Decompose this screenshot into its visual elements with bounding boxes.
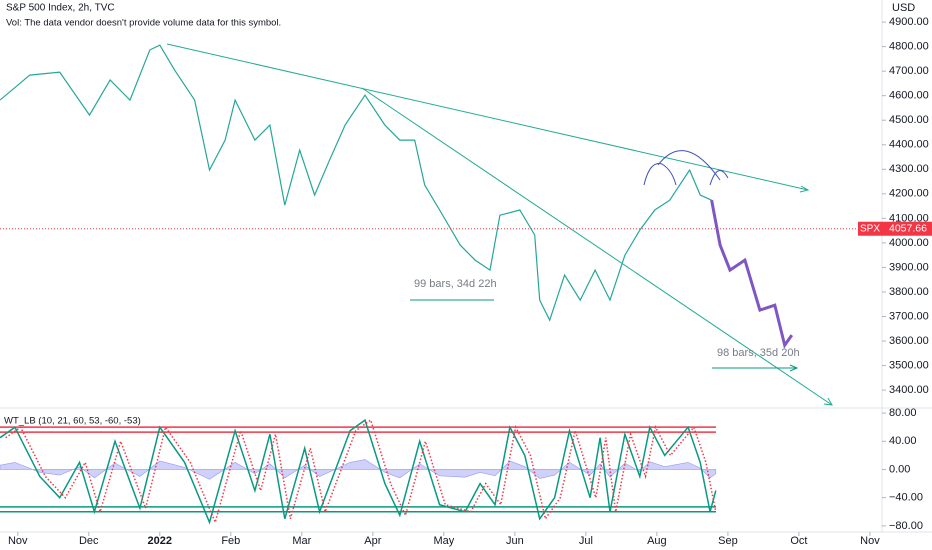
y-tick-label: 4600.00 [889,90,929,102]
volume-note: Vol: The data vendor doesn't provide vol… [6,18,281,29]
x-tick-label: Nov [860,535,880,547]
y-tick-label: 3700.00 [889,310,929,322]
histogram-area [0,459,717,480]
y-tick-label: 4700.00 [889,65,929,77]
x-tick-label: Jun [506,535,524,547]
trend-line [361,87,833,406]
y-tick-label: 3600.00 [889,335,929,347]
y-tick-label: 3400.00 [889,384,929,396]
y-tick-label: 40.00 [889,435,917,447]
arrow-head [823,397,833,406]
y-tick-label: 4500.00 [889,114,929,126]
x-tick-label: 2022 [148,535,172,547]
series-line [5,418,717,525]
y-tick-label: 0.00 [889,463,910,475]
y-tick-label: 4100.00 [889,212,929,224]
x-tick-label: Jul [579,535,593,547]
x-tick-label: Dec [79,535,99,547]
y-tick-label: 80.00 [889,407,917,419]
series-line [0,418,717,525]
x-tick-label: Mar [292,535,311,547]
x-tick-label: Aug [647,535,667,547]
drawings [166,43,833,406]
y-tick-label: 4800.00 [889,41,929,53]
y-tick-label: −80.00 [889,520,923,532]
last-price-label: 4057.66 [889,223,927,235]
measure-label: 98 bars, 35d 20h [717,347,800,359]
trend-line [166,43,809,191]
series-line [710,199,794,349]
arrow-head [799,185,810,193]
symbol-title: S&P 500 Index, 2h, TVC [6,3,115,14]
y-tick-label: 4300.00 [889,163,929,175]
y-tick-label: 4900.00 [889,16,929,28]
x-tick-label: Nov [8,535,28,547]
y-tick-label: 4400.00 [889,139,929,151]
x-tick-label: Feb [221,535,240,547]
series-line [0,44,712,322]
y-tick-label: 4000.00 [889,237,929,249]
y-tick-label: −40.00 [889,492,923,504]
x-tick-label: Oct [790,535,807,547]
plot [0,44,794,525]
y-tick-label: 3900.00 [889,261,929,273]
arrow-head [789,364,799,372]
symbol-label: SPX [860,223,880,234]
head-arc [657,150,721,181]
x-tick-label: Apr [364,535,381,547]
price-badge [882,221,932,236]
shoulder-arc [643,162,677,186]
x-tick-label: May [433,535,454,547]
y-tick-label: 3800.00 [889,286,929,298]
x-tick-label: Sep [718,535,738,547]
y-tick-label: 4200.00 [889,188,929,200]
y-tick-label: 3500.00 [889,359,929,371]
currency: USD [892,2,915,14]
shoulder-arc [709,170,729,186]
symbol-badge [858,221,882,236]
measure-label: 99 bars, 34d 22h [414,278,497,290]
indicator-title: WT_LB (10, 21, 60, 53, -60, -53) [4,416,141,427]
